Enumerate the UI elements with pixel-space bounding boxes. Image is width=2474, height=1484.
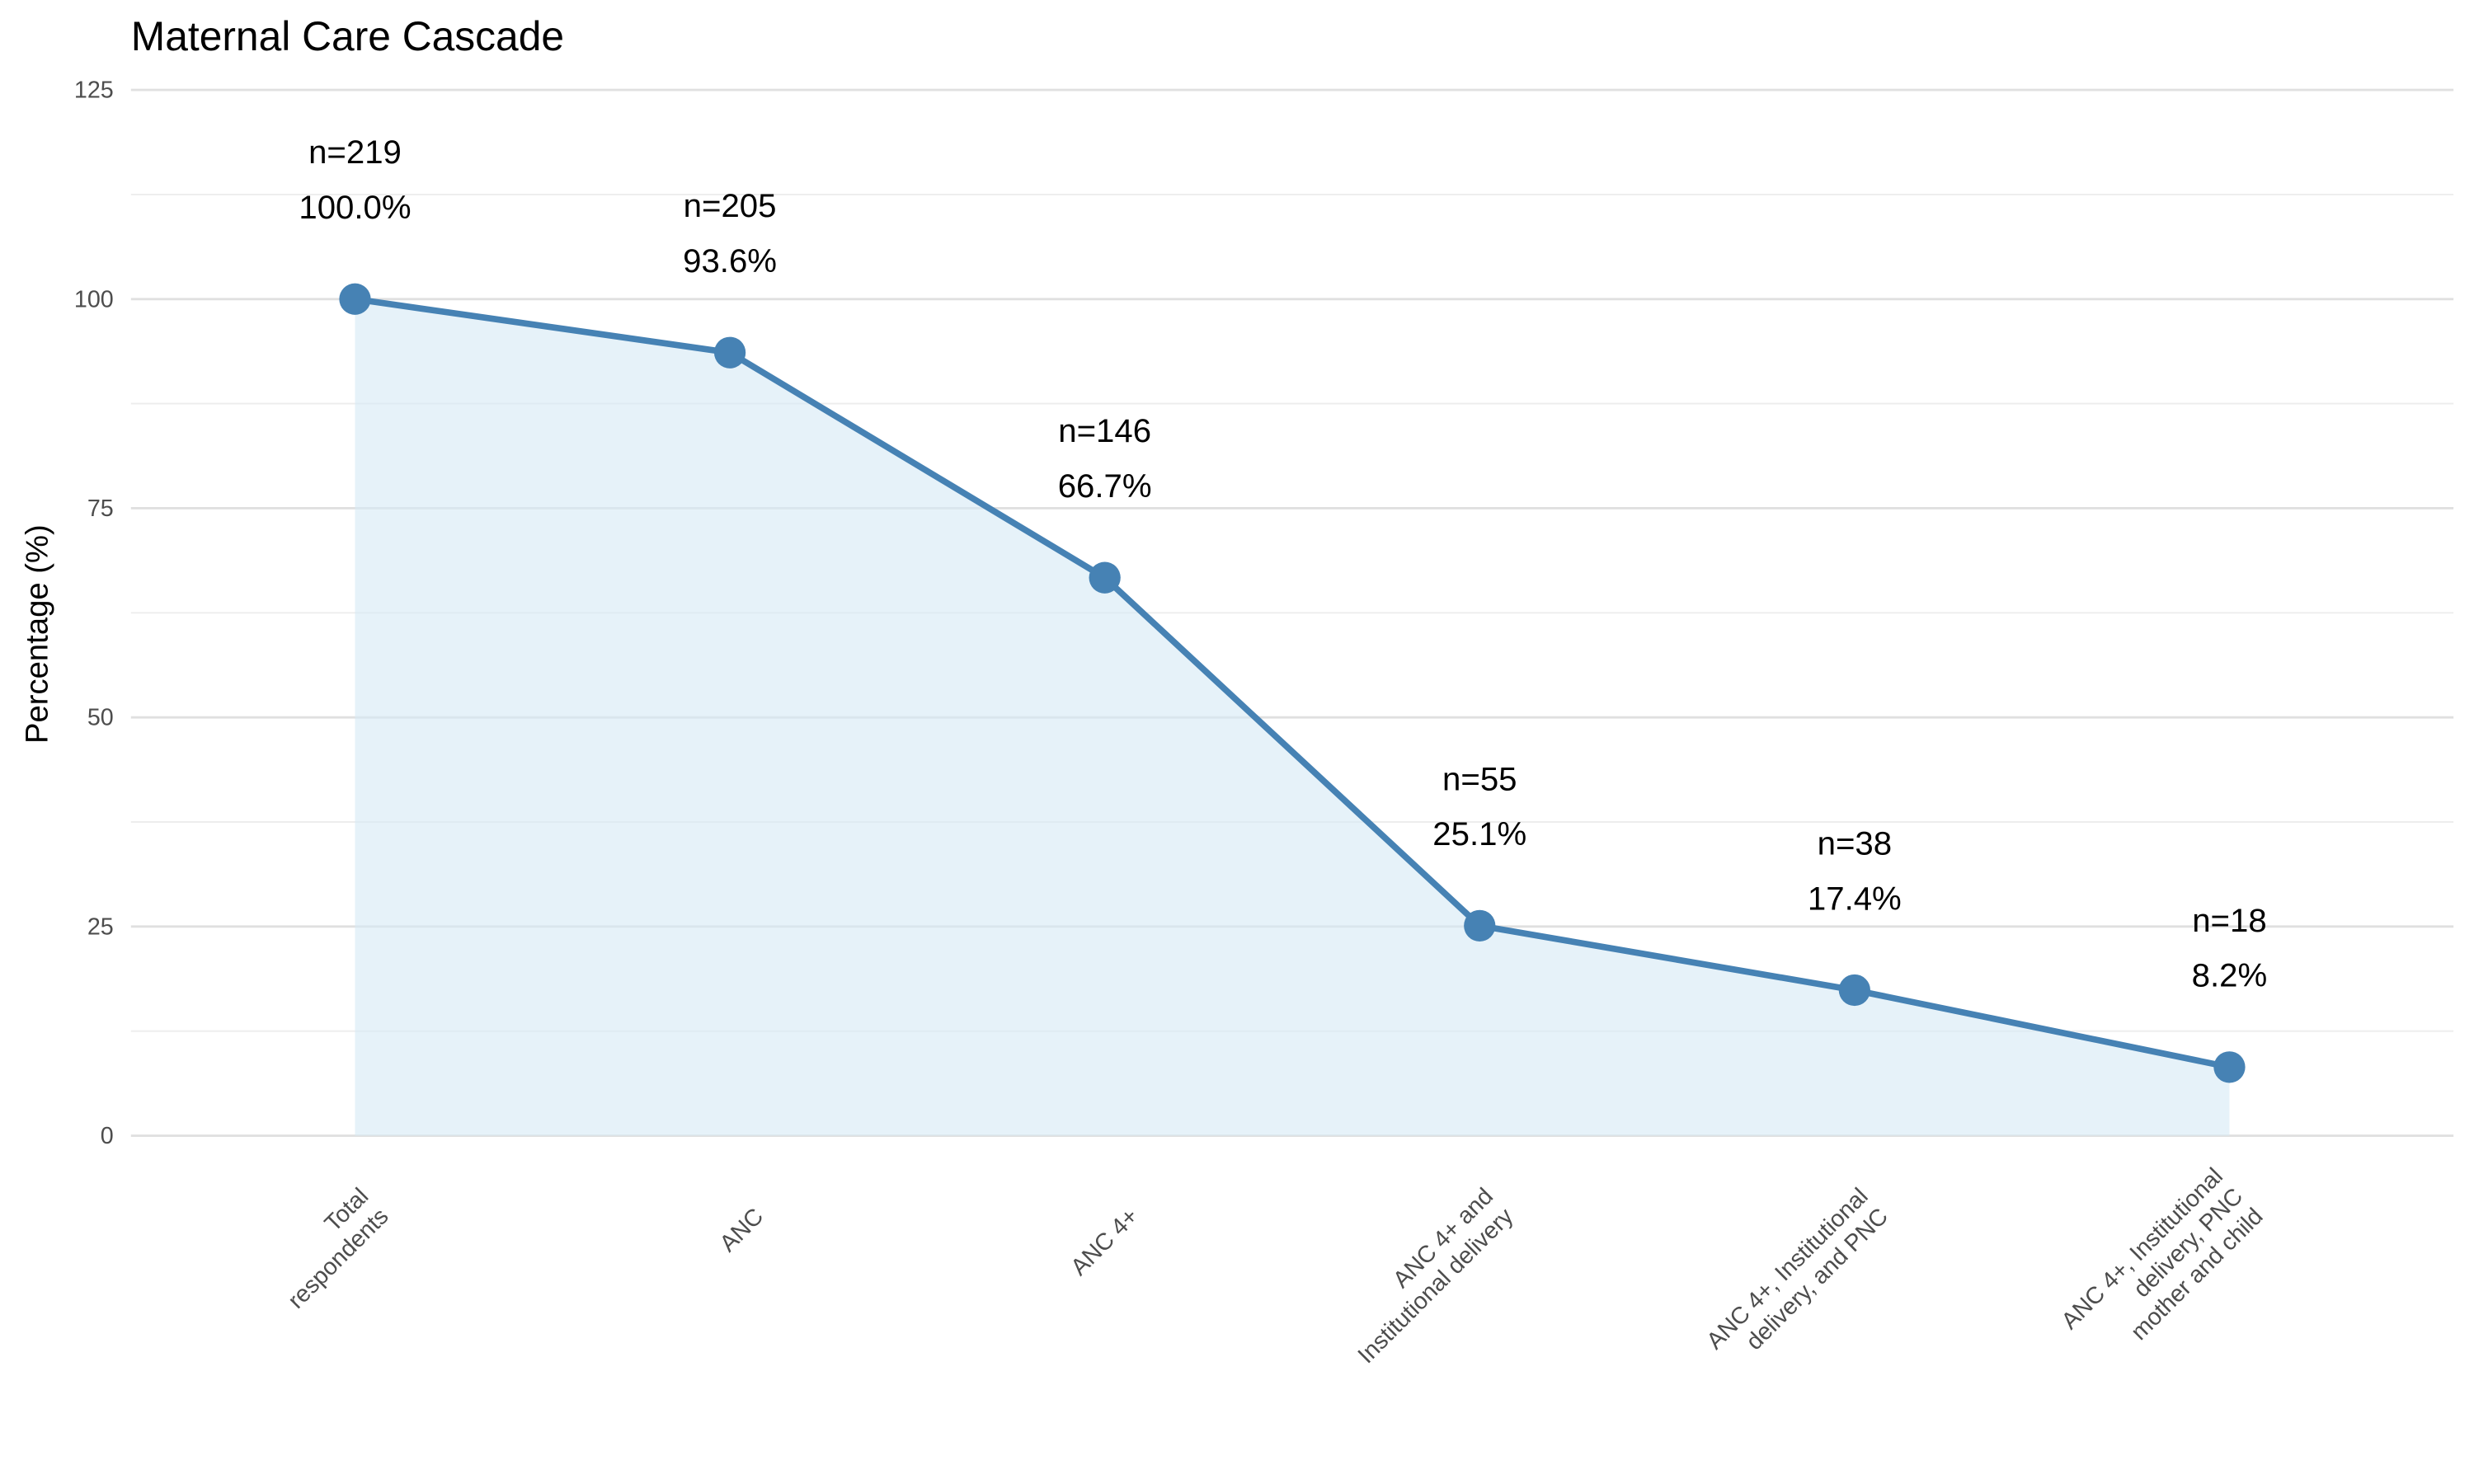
line: [354, 295, 2231, 1071]
y-tick-label: 0: [101, 1123, 114, 1149]
chart-title: Maternal Care Cascade: [131, 13, 564, 59]
point: [1464, 909, 1496, 942]
y-tick-label: 75: [87, 495, 114, 522]
count-label: n=18: [2192, 902, 2266, 939]
point: [339, 283, 371, 315]
area: [355, 298, 2230, 1136]
value-label: 8.2%: [2192, 957, 2268, 994]
y-tick-label: 125: [74, 77, 114, 104]
count-label: n=55: [1442, 760, 1517, 797]
count-label: n=219: [308, 134, 402, 171]
point: [1838, 974, 1870, 1007]
value-label: 25.1%: [1432, 815, 1526, 852]
value-label: 17.4%: [1808, 880, 1902, 917]
point: [2213, 1051, 2246, 1083]
y-tick-label: 100: [74, 286, 114, 312]
count-label: n=205: [684, 187, 777, 224]
y-axis-title: Percentage (%): [19, 524, 54, 744]
y-tick-label: 50: [87, 705, 114, 731]
value-label: 66.7%: [1058, 467, 1152, 505]
count-label: n=38: [1818, 824, 1892, 862]
point: [713, 336, 746, 369]
y-tick-label: 25: [87, 913, 114, 940]
value-label: 100.0%: [299, 189, 411, 226]
point: [1089, 561, 1121, 594]
value-label: 93.6%: [683, 242, 777, 279]
count-label: n=146: [1058, 412, 1151, 449]
